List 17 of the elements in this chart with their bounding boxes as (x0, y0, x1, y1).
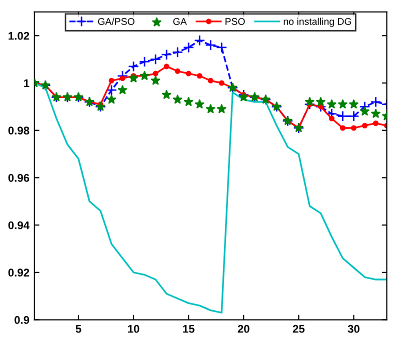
legend-label: GA/PSO (98, 18, 134, 25)
x-tick-label: 5 (76, 325, 82, 333)
y-tick-label: 1 (24, 79, 30, 88)
y-tick-label: 0.96 (8, 174, 30, 182)
x-tick-label: 25 (292, 324, 305, 333)
x-tick-label: 20 (238, 324, 250, 333)
y-tick-label: 0.9 (14, 316, 30, 324)
x-tick-label: 10 (128, 324, 140, 333)
legend-label: GA (173, 18, 187, 25)
y-tick-label: 0.94 (8, 221, 30, 230)
x-tick-label: 15 (183, 325, 194, 333)
y-tick-label: 1.02 (8, 32, 30, 40)
x-tick-label: 30 (348, 324, 360, 333)
y-tick-label: 0.98 (8, 126, 30, 134)
legend-label: PSO (226, 18, 245, 25)
legend-label: no installing DG (284, 18, 352, 27)
y-tick-label: 0.92 (8, 268, 30, 277)
